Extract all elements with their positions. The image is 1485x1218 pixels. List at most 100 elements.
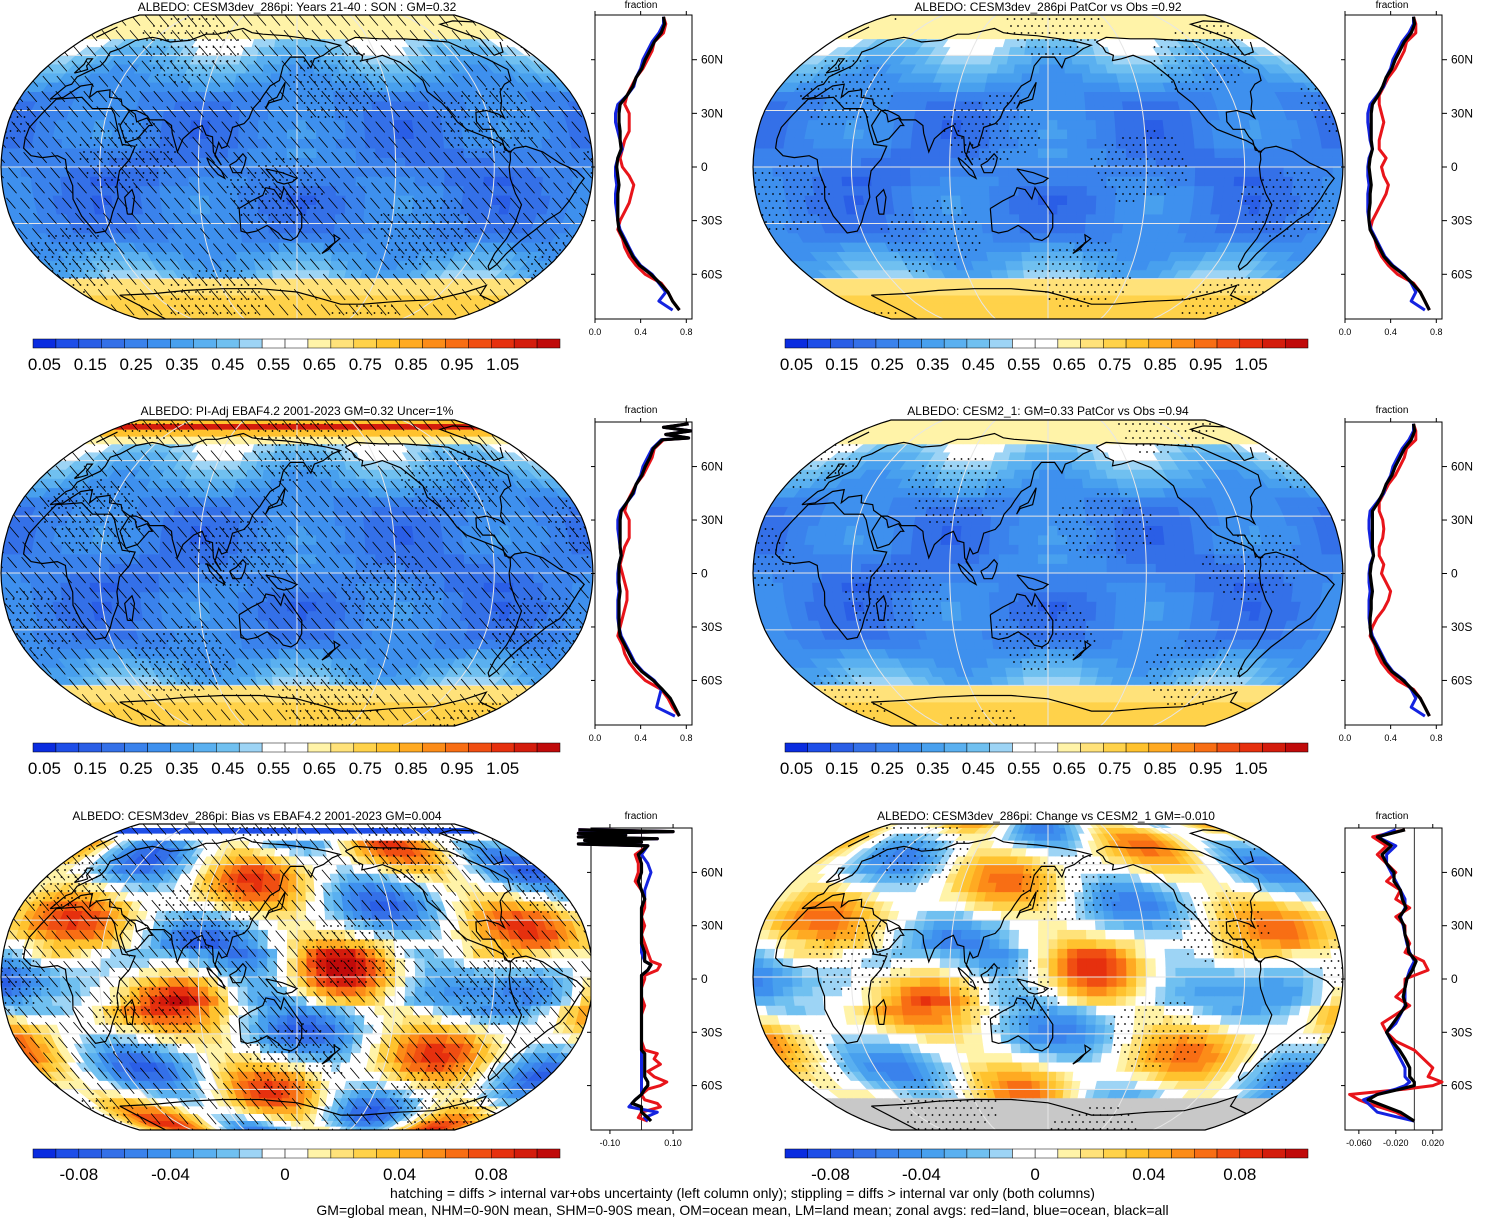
y-tick-label: 0 <box>701 160 708 174</box>
colorbar-swatch <box>422 1148 446 1159</box>
colorbar-swatch <box>1194 338 1218 349</box>
colorbar-swatch <box>875 742 899 753</box>
zonal-xlabel: fraction <box>1376 0 1409 11</box>
colorbar: 0.05 0.15 0.25 0.35 0.45 0.55 0.65 0.75 0.85 0.95… <box>28 742 561 778</box>
colorbar-swatch <box>1103 742 1127 753</box>
colorbar-swatch <box>966 338 990 349</box>
y-tick-label: 60S <box>1451 267 1472 281</box>
y-tick-label: 0 <box>701 972 708 986</box>
map-outline <box>752 419 1344 727</box>
colorbar-swatch <box>307 338 332 349</box>
map-title: ALBEDO: CESM3dev_286pi: Years 21-40 : SO… <box>138 0 457 14</box>
colorbar-label: 0.75 <box>349 355 382 374</box>
zonal-line-all <box>615 16 681 312</box>
colorbar-swatch <box>1148 338 1172 349</box>
coastline-sumatra <box>957 563 978 586</box>
coastline-africa <box>22 502 136 641</box>
y-tick-label: 60N <box>701 460 723 474</box>
colorbar-swatch <box>445 1148 469 1159</box>
colorbar-swatch <box>330 338 355 349</box>
colorbar-label: 0.65 <box>303 355 336 374</box>
graticule <box>753 15 1343 319</box>
y-tick-label: 60S <box>1451 673 1472 687</box>
coastline-antarctica <box>871 1095 1247 1130</box>
robinson-map <box>0 14 594 320</box>
colorbar-label: 0.45 <box>962 355 995 374</box>
colorbar-label: 0.15 <box>74 759 107 778</box>
coastline-uk <box>825 867 846 884</box>
colorbar-swatch <box>1080 338 1104 349</box>
zonal-line-all <box>1367 16 1431 311</box>
colorbar-swatch <box>1103 338 1127 349</box>
colorbar-swatch <box>468 1148 492 1159</box>
colorbar-swatch <box>1012 742 1036 753</box>
map-outline <box>0 823 594 1131</box>
colorbar-swatch <box>536 338 561 349</box>
coastline-new-guinea <box>265 978 299 995</box>
graticule <box>1 420 593 726</box>
coastline-south-america <box>1237 955 1335 1082</box>
y-tick-label: 30S <box>701 1025 722 1039</box>
coastline-africa <box>774 502 888 641</box>
zonal-xlabel: fraction <box>625 811 658 822</box>
x-tick-label: -0.10 <box>600 1138 621 1148</box>
coastline-borneo <box>229 962 247 984</box>
colorbar-swatch <box>32 338 57 349</box>
coastline-borneo <box>229 152 247 174</box>
colorbar-swatch <box>124 338 148 349</box>
colorbar-swatch <box>399 1148 423 1159</box>
colorbar-swatch <box>353 1148 377 1159</box>
colorbar-swatch <box>513 742 538 753</box>
colorbar-label: 0.08 <box>475 1165 508 1184</box>
panel-change-vs-cesm2: ALBEDO: CESM3dev_286pi: Change vs CESM2_… <box>752 809 1473 1184</box>
colorbar-swatch <box>1239 742 1263 753</box>
colorbar-swatch <box>353 338 377 349</box>
colorbar-swatch <box>784 338 808 349</box>
colorbar-swatch <box>1171 1148 1195 1159</box>
zonal-average-plot: 60N 30N 0 30S 60S 0.0 0.4 0.8 <box>589 11 723 337</box>
colorbar-label: 0.04 <box>1132 1165 1165 1184</box>
coastline-new-guinea <box>1016 574 1050 591</box>
colorbar-swatch <box>376 1148 400 1159</box>
zonal-xlabel: fraction <box>1376 811 1409 822</box>
colorbar-swatch <box>147 742 171 753</box>
coastline-eurasia <box>49 27 343 166</box>
colorbar-swatch <box>1034 742 1059 753</box>
colorbar-swatch <box>284 742 309 753</box>
colorbar-label: -0.08 <box>59 1165 98 1184</box>
coastline-japan <box>1016 82 1037 109</box>
colorbar-swatch <box>376 742 400 753</box>
x-tick-label: 0.8 <box>1430 327 1443 337</box>
colorbar-swatch <box>1216 1148 1241 1159</box>
x-tick-label: -0.060 <box>1346 1138 1372 1148</box>
colorbar-swatch <box>807 1148 831 1159</box>
colorbar-swatch <box>1285 742 1309 753</box>
colorbar-swatch <box>921 338 945 349</box>
map-outline <box>752 823 1344 1131</box>
coastline-greenland <box>847 425 1255 462</box>
panel-model-climatology: ALBEDO: CESM3dev_286pi: Years 21-40 : SO… <box>0 0 723 374</box>
zonal-average-plot: 60N 30N 0 30S 60S -0.060 -0.020 0.020 <box>1341 824 1473 1148</box>
y-tick-label: 30N <box>1451 513 1473 527</box>
colorbar-swatch <box>101 742 125 753</box>
coastline-greenland <box>847 829 1255 866</box>
colorbar-swatch <box>807 742 831 753</box>
y-tick-label: 60N <box>1451 460 1473 474</box>
colorbar-swatch <box>284 338 309 349</box>
coastline-uk <box>825 463 846 480</box>
zonal-average-plot: 60N 30N 0 30S 60S 0.0 0.4 0.8 <box>1339 11 1473 337</box>
colorbar-swatch <box>445 338 469 349</box>
coastline-africa <box>22 906 136 1045</box>
y-tick-label: 0 <box>1451 972 1458 986</box>
coastline-sumatra <box>206 157 227 180</box>
x-tick-label: 0.4 <box>634 327 647 337</box>
colorbar-swatch <box>261 742 286 753</box>
coastline-madagascar <box>875 998 887 1025</box>
robinson-map <box>752 419 1344 727</box>
coastline-antarctica <box>871 284 1247 319</box>
zonal-average-plot: 60N 30N 0 30S 60S 0.0 0.4 0.8 <box>589 418 723 743</box>
colorbar-swatch <box>1034 1148 1059 1159</box>
colorbar-swatch <box>422 338 446 349</box>
colorbar-swatch <box>1239 338 1263 349</box>
colorbar-label: 0.55 <box>257 355 290 374</box>
